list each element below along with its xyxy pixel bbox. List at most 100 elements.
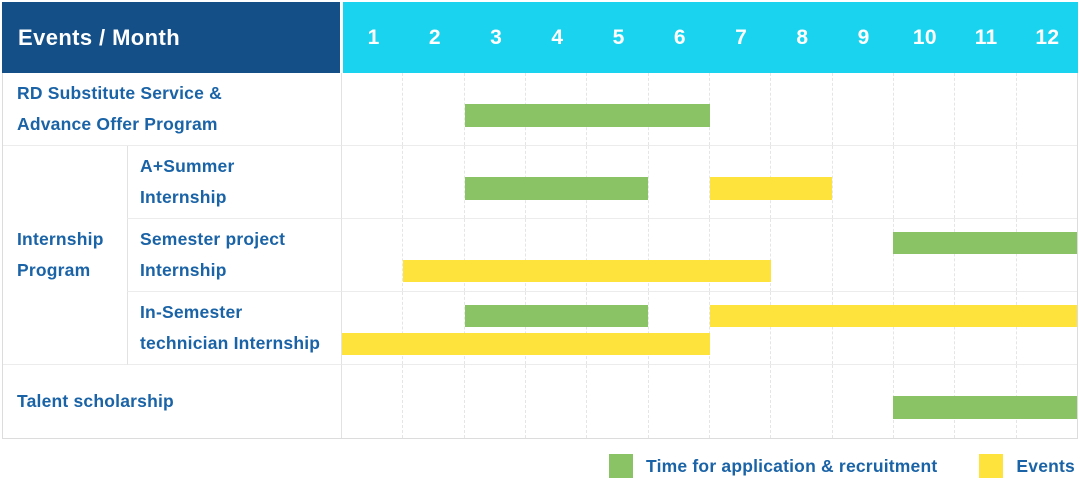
month-gridline — [1015, 219, 1077, 291]
month-gridline — [831, 219, 893, 291]
month-label: 4 — [551, 25, 564, 49]
row-label-line: Internship — [140, 260, 227, 280]
legend: Time for application & recruitment Event… — [2, 454, 1078, 478]
table-header: Events / Month 1 2 3 4 5 6 7 8 9 10 11 12 — [2, 2, 1078, 73]
row-group-label-line: Internship — [17, 228, 104, 249]
gantt-bar-application — [464, 305, 649, 327]
month-gridline — [524, 365, 586, 438]
month-gridlines — [342, 219, 1077, 291]
row-label: RD Substitute Service & Advance Offer Pro… — [3, 73, 341, 146]
month-gridline — [954, 73, 1015, 145]
month-label: 5 — [612, 25, 625, 49]
month-gridline — [402, 292, 463, 364]
gantt-bar-application — [464, 177, 649, 200]
row-label-line: technician Internship — [140, 333, 321, 353]
row-group-label: Internship Program — [3, 146, 127, 365]
month-gridline — [647, 292, 709, 364]
month-gridline — [342, 219, 402, 291]
month-gridline — [402, 365, 463, 438]
gantt-bar-application — [893, 396, 1077, 419]
month-gridline — [524, 219, 586, 291]
month-label: 3 — [490, 25, 503, 49]
gantt-bar-events — [403, 260, 771, 282]
month-gridline — [892, 292, 954, 364]
row-timeline — [341, 365, 1077, 438]
gantt-bar-events — [342, 333, 710, 355]
month-gridline — [463, 146, 525, 218]
legend-item-application: Time for application & recruitment — [609, 454, 937, 478]
month-label: 8 — [796, 25, 809, 49]
month-gridline — [342, 365, 402, 438]
month-gridline — [708, 219, 770, 291]
month-gridline — [402, 146, 463, 218]
gantt-bar-application — [893, 232, 1077, 254]
row-label-line: Internship — [140, 187, 227, 207]
month-label: 11 — [974, 25, 998, 49]
legend-label-events: Events — [1016, 455, 1075, 476]
gantt-bar-events — [709, 305, 1077, 327]
month-gridline — [892, 146, 954, 218]
gantt-chart: Events / Month 1 2 3 4 5 6 7 8 9 10 11 12 Internshi… — [2, 2, 1078, 478]
month-header: 1 2 3 4 5 6 7 8 9 10 11 12 — [343, 2, 1078, 73]
month-label: 12 — [1035, 25, 1060, 49]
month-gridline — [770, 365, 831, 438]
month-gridline — [1015, 292, 1077, 364]
row-label-line: Semester project — [140, 228, 286, 249]
month-gridline — [954, 146, 1015, 218]
events-swatch — [979, 454, 1004, 478]
month-gridline — [1015, 146, 1077, 218]
month-gridline — [342, 73, 402, 145]
month-gridline — [770, 219, 831, 291]
month-gridline — [892, 73, 954, 145]
row-group-label-line: Program — [17, 260, 91, 280]
month-gridline — [708, 365, 770, 438]
row-label: Semester project Internship — [127, 219, 341, 292]
gantt-bar-events — [709, 177, 832, 200]
month-gridline — [524, 292, 586, 364]
month-gridline — [831, 73, 893, 145]
gantt-body: Internship Program RD Substitute Service &… — [2, 73, 1078, 439]
row-label-line: RD Substitute Service & — [17, 82, 222, 103]
month-gridline — [586, 219, 647, 291]
month-gridline — [831, 146, 893, 218]
row-label-line: Talent scholarship — [17, 390, 174, 411]
month-label: 9 — [857, 25, 870, 49]
month-gridline — [708, 146, 770, 218]
month-gridline — [402, 73, 463, 145]
month-gridline — [463, 292, 525, 364]
month-gridline — [831, 365, 893, 438]
legend-item-events: Events — [979, 454, 1075, 478]
gantt-bar-application — [464, 104, 710, 127]
month-gridline — [647, 219, 709, 291]
row-label-line: Advance Offer Program — [17, 114, 218, 134]
month-gridline — [402, 219, 463, 291]
legend-label-application: Time for application & recruitment — [646, 455, 938, 476]
row-label: A+Summer Internship — [127, 146, 341, 219]
row-timeline — [341, 73, 1077, 146]
month-gridline — [831, 292, 893, 364]
month-gridline — [463, 73, 525, 145]
row-timeline — [341, 146, 1077, 219]
row-timeline — [341, 292, 1077, 365]
month-gridline — [586, 292, 647, 364]
month-gridlines — [342, 73, 1077, 145]
month-label: 7 — [735, 25, 748, 49]
row-label: In-Semester technician Internship — [127, 292, 341, 365]
row-label-line: A+Summer — [140, 155, 235, 176]
month-gridline — [708, 292, 770, 364]
month-gridline — [647, 146, 709, 218]
month-gridline — [770, 292, 831, 364]
month-gridline — [647, 365, 709, 438]
month-gridline — [954, 292, 1015, 364]
events-month-header-label: Events / Month — [18, 24, 181, 50]
month-label: 1 — [367, 25, 380, 49]
month-gridline — [708, 73, 770, 145]
row-timeline — [341, 219, 1077, 292]
month-label: 2 — [428, 25, 441, 49]
month-label: 6 — [673, 25, 686, 49]
month-gridlines — [342, 292, 1077, 364]
application-swatch — [609, 454, 634, 478]
row-label-line: In-Semester — [140, 301, 243, 322]
month-gridline — [463, 365, 525, 438]
month-gridline — [954, 219, 1015, 291]
